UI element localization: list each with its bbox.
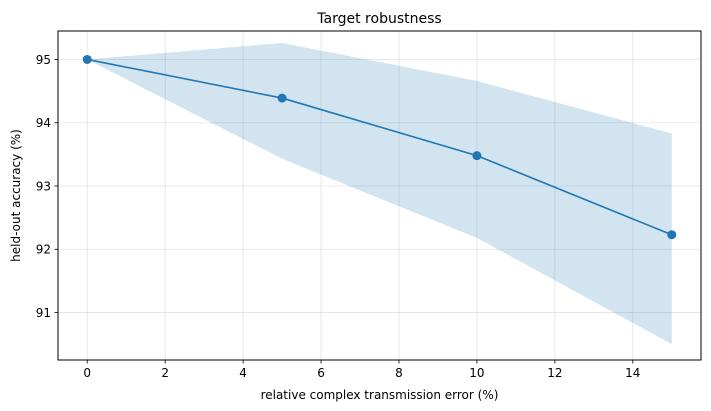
x-tick-label: 0 (83, 366, 91, 380)
y-tick-label: 92 (36, 243, 51, 257)
plot-frame (57, 30, 702, 361)
y-tick-label: 93 (36, 179, 51, 193)
chart-title: Target robustness (316, 11, 441, 27)
data-point (667, 230, 677, 240)
y-tick-label: 95 (36, 53, 51, 67)
x-tick-label: 14 (625, 366, 640, 380)
x-tick-label: 6 (317, 366, 325, 380)
x-tick-label: 4 (239, 366, 247, 380)
confidence-band-area (87, 43, 672, 345)
x-tick-label: 8 (395, 366, 403, 380)
x-axis-ticks: 0 2 4 6 8 10 12 14 (83, 360, 640, 380)
data-point (472, 151, 482, 161)
y-tick-label: 94 (36, 116, 51, 130)
data-point (277, 93, 287, 103)
confidence-band (87, 43, 672, 345)
series-line (87, 58, 673, 236)
y-tick-label: 91 (36, 306, 51, 320)
x-tick-label: 2 (161, 366, 169, 380)
y-axis-label: held-out accuracy (%) (9, 129, 23, 262)
x-axis-label: relative complex transmission error (%) (261, 388, 499, 402)
y-axis-ticks: 91 92 93 94 95 (36, 53, 58, 320)
plot-area (58, 31, 701, 360)
x-tick-label: 10 (469, 366, 484, 380)
series (82, 54, 677, 240)
x-tick-label: 12 (547, 366, 562, 380)
grid (58, 31, 701, 360)
data-point (82, 54, 92, 64)
